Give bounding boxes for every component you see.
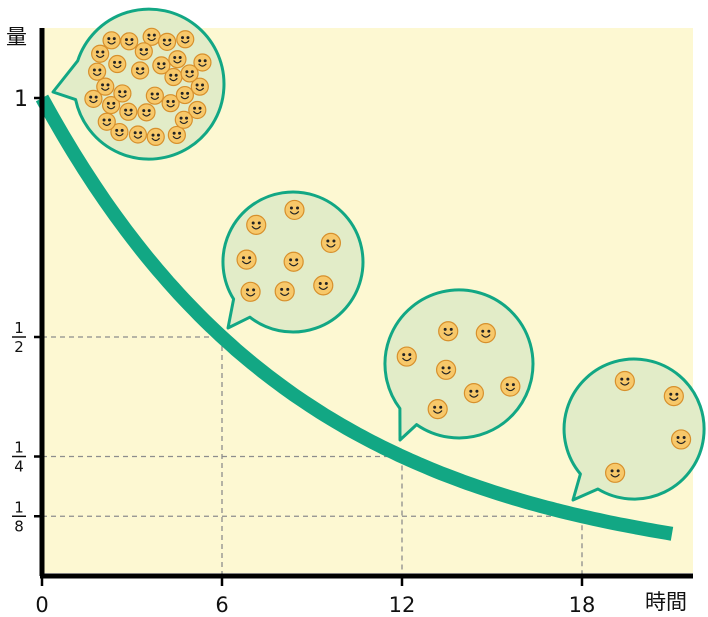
- smiley-icon: [101, 95, 121, 115]
- smiley-icon: [475, 323, 496, 344]
- smiley-icon: [605, 462, 626, 483]
- smiley-icon: [435, 359, 457, 380]
- smiley-icon: [427, 399, 448, 420]
- y-tick-label: 1: [14, 87, 28, 112]
- smiley-icon: [102, 31, 121, 50]
- smiley-icon: [146, 127, 165, 146]
- x-tick-label: 12: [389, 593, 416, 617]
- smiley-icon: [145, 86, 164, 105]
- smiley-icon: [91, 44, 110, 63]
- smiley-icon: [167, 125, 186, 145]
- callout-bubble: [51, 7, 226, 161]
- smiley-icon: [113, 84, 132, 103]
- smiley-icon: [438, 321, 459, 342]
- smiley-icon: [120, 32, 139, 51]
- smiley-icon: [96, 77, 115, 96]
- smiley-icon: [190, 77, 209, 96]
- x-tick-label: 18: [569, 593, 596, 617]
- smiley-icon: [283, 251, 304, 272]
- smiley-icon: [614, 370, 635, 392]
- smiley-icon: [168, 50, 187, 69]
- smiley-icon: [142, 27, 161, 46]
- y-tick-fraction: 12: [12, 319, 26, 356]
- smiley-icon: [193, 53, 212, 72]
- smiley-icon: [320, 232, 342, 254]
- callout-bubble: [562, 357, 706, 502]
- smiley-icon: [137, 103, 156, 122]
- smiley-icon: [161, 94, 180, 113]
- smiley-icon: [236, 249, 257, 270]
- smiley-icon: [110, 122, 129, 142]
- y-tick-numerator: 1: [14, 439, 24, 457]
- smiley-icon: [180, 64, 199, 83]
- x-tick-label: 6: [215, 593, 228, 617]
- smiley-icon: [131, 61, 150, 80]
- y-tick-fraction: 14: [12, 439, 26, 476]
- smiley-icon: [174, 110, 193, 129]
- callout-bubble: [221, 190, 365, 334]
- smiley-icon: [119, 102, 138, 121]
- x-tick-label: 0: [35, 593, 48, 617]
- smiley-icon: [128, 125, 147, 144]
- smiley-icon: [663, 386, 684, 407]
- smiley-icon: [134, 42, 153, 61]
- smiley-icon: [84, 89, 103, 108]
- y-tick-numerator: 1: [14, 498, 24, 516]
- y-tick-numerator: 1: [14, 319, 24, 337]
- smiley-icon: [274, 281, 295, 302]
- smiley-icon: [157, 32, 177, 51]
- y-tick-denominator: 2: [14, 338, 24, 356]
- smiley-icon: [240, 281, 261, 302]
- y-tick-fraction: 18: [12, 498, 26, 535]
- callout-bubbles: [51, 7, 706, 502]
- smiley-icon: [97, 112, 116, 131]
- smiley-icon: [246, 214, 267, 235]
- y-axis-label: 量: [6, 25, 27, 49]
- smiley-icon: [500, 376, 521, 397]
- smiley-icon: [108, 54, 127, 74]
- y-tick-denominator: 4: [14, 458, 24, 476]
- decay-curve: [35, 94, 674, 541]
- smiley-icon: [284, 199, 305, 221]
- smiley-icon: [175, 85, 194, 105]
- smiley-icon: [176, 30, 195, 49]
- y-tick-denominator: 8: [14, 517, 24, 535]
- x-ticks: 0 6 12 18: [35, 576, 595, 617]
- guide-lines: [42, 336, 583, 576]
- smiley-icon: [88, 62, 107, 81]
- x-axis-label: 時間: [645, 590, 687, 614]
- smiley-icon: [670, 429, 692, 450]
- callout-bubble: [383, 288, 535, 442]
- smiley-icon: [313, 275, 334, 296]
- smiley-icon: [396, 346, 417, 367]
- smiley-icon: [188, 100, 207, 120]
- smiley-icon: [152, 56, 171, 75]
- smiley-icon: [463, 382, 484, 404]
